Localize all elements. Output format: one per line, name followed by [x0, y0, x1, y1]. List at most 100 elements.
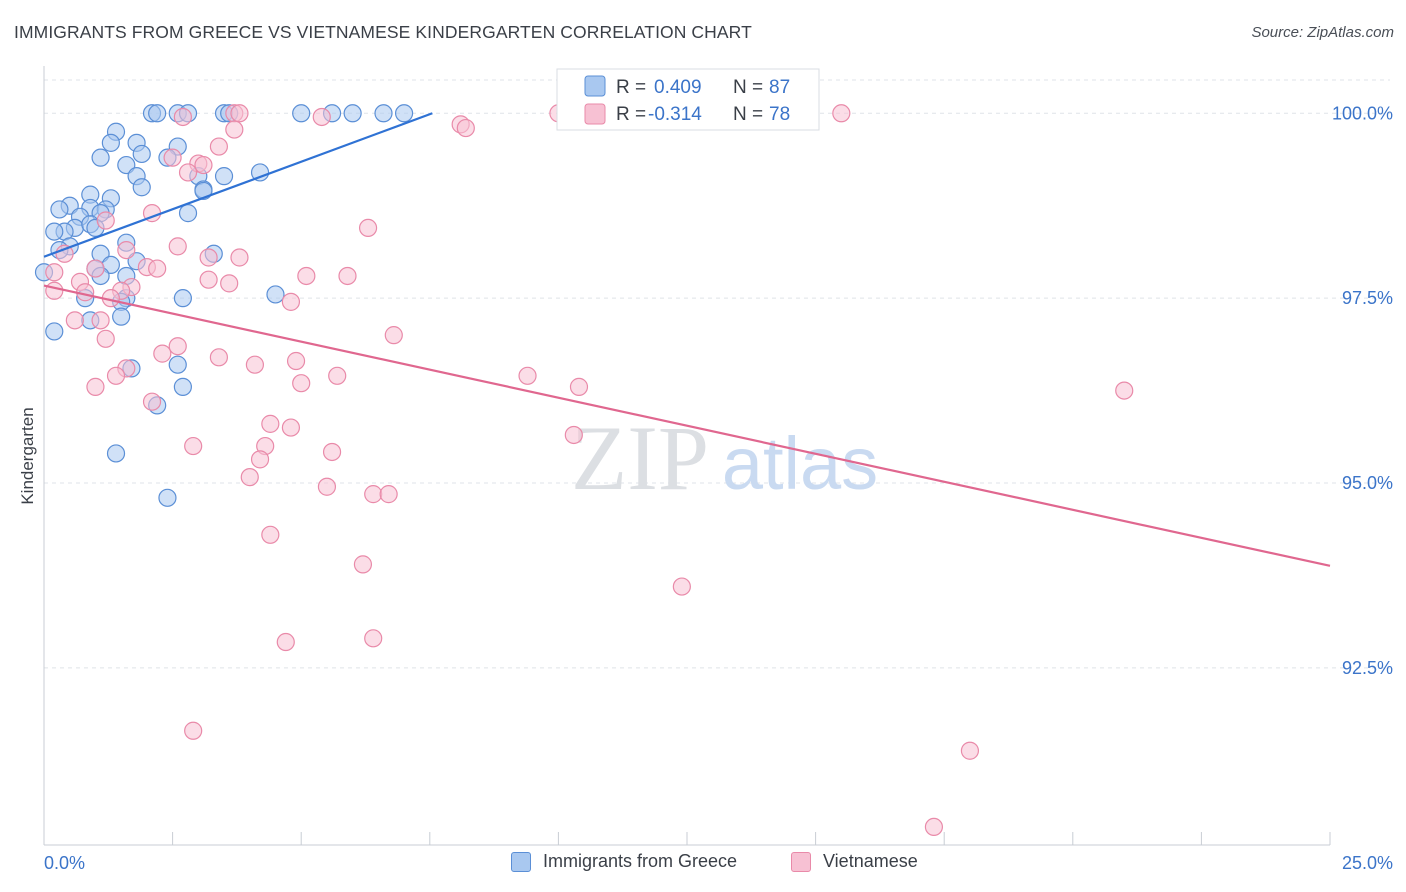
point-vietnamese-10 [163, 148, 182, 167]
point-greece-58 [45, 322, 64, 341]
point-vietnamese-29 [220, 274, 239, 293]
stats-r-label-vietnamese: R = [616, 104, 646, 125]
point-vietnamese-53 [1115, 381, 1134, 400]
series-legend: Immigrants from Greece Vietnamese [0, 851, 1406, 877]
point-vietnamese-38 [91, 311, 110, 330]
point-vietnamese-12 [194, 155, 213, 175]
x-tick-label-max: 25.0% [1342, 853, 1393, 873]
stats-n-value-greece: 87 [769, 77, 790, 98]
trend-line-vietnamese [43, 284, 1331, 567]
point-vietnamese-3 [832, 104, 851, 123]
point-vietnamese-44 [245, 355, 265, 374]
point-vietnamese-64 [364, 485, 383, 504]
point-vietnamese-67 [353, 555, 373, 574]
point-vietnamese-71 [184, 721, 203, 740]
stats-n-label-greece: N = [733, 77, 763, 98]
point-greece-34 [178, 204, 198, 223]
point-vietnamese-13 [178, 163, 198, 182]
stats-n-value-vietnamese: 78 [769, 104, 790, 125]
point-vietnamese-28 [199, 270, 218, 289]
source-attribution: Source: ZipAtlas.com [1251, 24, 1394, 41]
legend-label-vietnamese: Vietnamese [823, 851, 918, 871]
point-vietnamese-9 [209, 137, 228, 156]
point-vietnamese-21 [230, 248, 249, 267]
watermark: ZIP atlas [571, 407, 878, 509]
stats-legend: R = 0.409 N = 87 R = -0.314 N = 78 [556, 68, 820, 131]
data-points [34, 104, 1134, 837]
grid-lines [44, 79, 1390, 669]
point-greece-12 [101, 133, 120, 152]
point-vietnamese-60 [322, 442, 342, 462]
point-greece-30 [50, 200, 69, 219]
x-tick-label-min: 0.0% [44, 853, 85, 873]
y-tick-label-3: 92.5% [1342, 658, 1393, 678]
point-vietnamese-58 [184, 436, 203, 456]
y-tick-label-2: 95.0% [1342, 473, 1393, 493]
trend-lines [43, 112, 1331, 567]
point-greece-52 [173, 289, 192, 308]
point-vietnamese-56 [281, 418, 301, 437]
point-vietnamese-24 [86, 259, 105, 278]
point-vietnamese-66 [261, 525, 280, 544]
point-vietnamese-16 [358, 218, 378, 238]
point-vietnamese-49 [518, 366, 537, 385]
point-vietnamese-48 [328, 366, 347, 385]
point-vietnamese-50 [292, 374, 311, 393]
point-vietnamese-51 [86, 377, 105, 396]
point-greece-64 [158, 488, 177, 507]
point-vietnamese-23 [148, 259, 167, 278]
point-greece-38 [45, 222, 64, 241]
stats-r-value-vietnamese: -0.314 [648, 104, 702, 125]
legend-swatch-vietnamese [791, 851, 811, 872]
point-vietnamese-37 [65, 311, 84, 330]
point-vietnamese-26 [297, 266, 316, 286]
y-tick-label-1: 97.5% [1342, 288, 1393, 308]
point-vietnamese-73 [924, 817, 944, 837]
point-vietnamese-17 [168, 237, 187, 256]
y-axis-label: Kindergarten [18, 407, 37, 504]
point-vietnamese-43 [209, 348, 228, 367]
legend-item-vietnamese[interactable]: Vietnamese [791, 851, 918, 872]
point-vietnamese-8 [225, 120, 244, 139]
legend-item-greece[interactable]: Immigrants from Greece [511, 851, 737, 872]
point-greece-15 [132, 144, 151, 164]
point-vietnamese-72 [960, 741, 980, 760]
point-vietnamese-68 [672, 577, 691, 596]
point-vietnamese-19 [55, 244, 74, 263]
point-greece-61 [173, 377, 192, 396]
tick-labels: 100.0% 97.5% 95.0% 92.5% 0.0% 25.0% [44, 103, 1393, 873]
legend-swatch-greece [511, 851, 531, 872]
point-vietnamese-40 [96, 329, 115, 348]
point-greece-51 [266, 285, 285, 304]
stats-r-label-greece: R = [616, 77, 646, 98]
legend-label-greece: Immigrants from Greece [543, 851, 738, 871]
axes [43, 66, 1331, 846]
point-greece-18 [117, 155, 136, 175]
point-greece-22 [214, 167, 234, 186]
point-greece-8 [343, 104, 362, 123]
point-vietnamese-15 [96, 211, 115, 230]
point-vietnamese-20 [199, 248, 218, 267]
point-vietnamese-1 [230, 104, 249, 123]
watermark-atlas: atlas [722, 422, 878, 505]
stats-swatch-vietnamese [584, 103, 606, 125]
point-vietnamese-5 [312, 107, 331, 127]
point-vietnamese-47 [106, 366, 126, 385]
stats-swatch-greece [584, 75, 606, 97]
point-vietnamese-70 [364, 629, 383, 648]
point-vietnamese-36 [281, 292, 301, 311]
point-greece-10 [394, 104, 414, 123]
point-vietnamese-55 [261, 414, 280, 433]
point-vietnamese-39 [384, 326, 403, 345]
point-greece-9 [374, 104, 393, 123]
point-greece-16 [91, 148, 110, 167]
point-vietnamese-25 [45, 263, 64, 282]
point-vietnamese-65 [379, 485, 398, 504]
point-greece-63 [106, 444, 126, 463]
y-tick-label-0: 100.0% [1332, 103, 1393, 123]
point-vietnamese-54 [142, 392, 162, 411]
point-vietnamese-41 [168, 337, 187, 356]
point-vietnamese-4 [173, 107, 192, 127]
trend-line-greece [43, 112, 433, 258]
